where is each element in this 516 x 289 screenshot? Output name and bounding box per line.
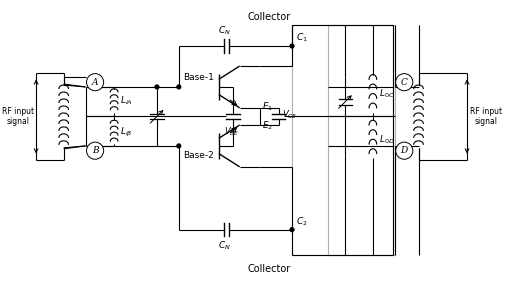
Text: $L_{0C}$: $L_{0C}$	[379, 87, 394, 100]
Circle shape	[290, 228, 294, 231]
Circle shape	[87, 142, 104, 159]
Text: Base-2: Base-2	[184, 151, 214, 160]
Text: $L_{iA}$: $L_{iA}$	[120, 95, 133, 107]
Text: $E_1$: $E_1$	[262, 101, 273, 113]
Text: $C_N$: $C_N$	[218, 24, 231, 36]
Text: $L_{i\beta}$: $L_{i\beta}$	[120, 126, 133, 139]
Circle shape	[396, 74, 413, 91]
Text: B: B	[92, 146, 99, 155]
Text: $C_2$: $C_2$	[296, 215, 308, 228]
Text: Collector: Collector	[248, 264, 291, 274]
Text: Collector: Collector	[248, 12, 291, 22]
Circle shape	[155, 85, 159, 89]
Text: RF input
signal: RF input signal	[470, 107, 502, 126]
Circle shape	[177, 85, 181, 89]
Text: C: C	[401, 78, 408, 87]
Text: D: D	[400, 146, 408, 155]
Text: Base-1: Base-1	[184, 73, 215, 82]
Circle shape	[87, 74, 104, 91]
Bar	[328, 25, 395, 255]
Circle shape	[290, 44, 294, 48]
Text: $V_{CE}$: $V_{CE}$	[282, 108, 297, 121]
Text: $V_{BE}$: $V_{BE}$	[224, 126, 240, 138]
Text: $E_2$: $E_2$	[262, 120, 272, 132]
Circle shape	[396, 142, 413, 159]
Text: $C_1$: $C_1$	[296, 32, 308, 44]
Text: $L_{0D}$: $L_{0D}$	[379, 133, 394, 146]
Circle shape	[177, 144, 181, 148]
Text: RF input
signal: RF input signal	[2, 107, 34, 126]
Text: A: A	[92, 78, 99, 87]
Text: $C_N$: $C_N$	[218, 239, 231, 252]
